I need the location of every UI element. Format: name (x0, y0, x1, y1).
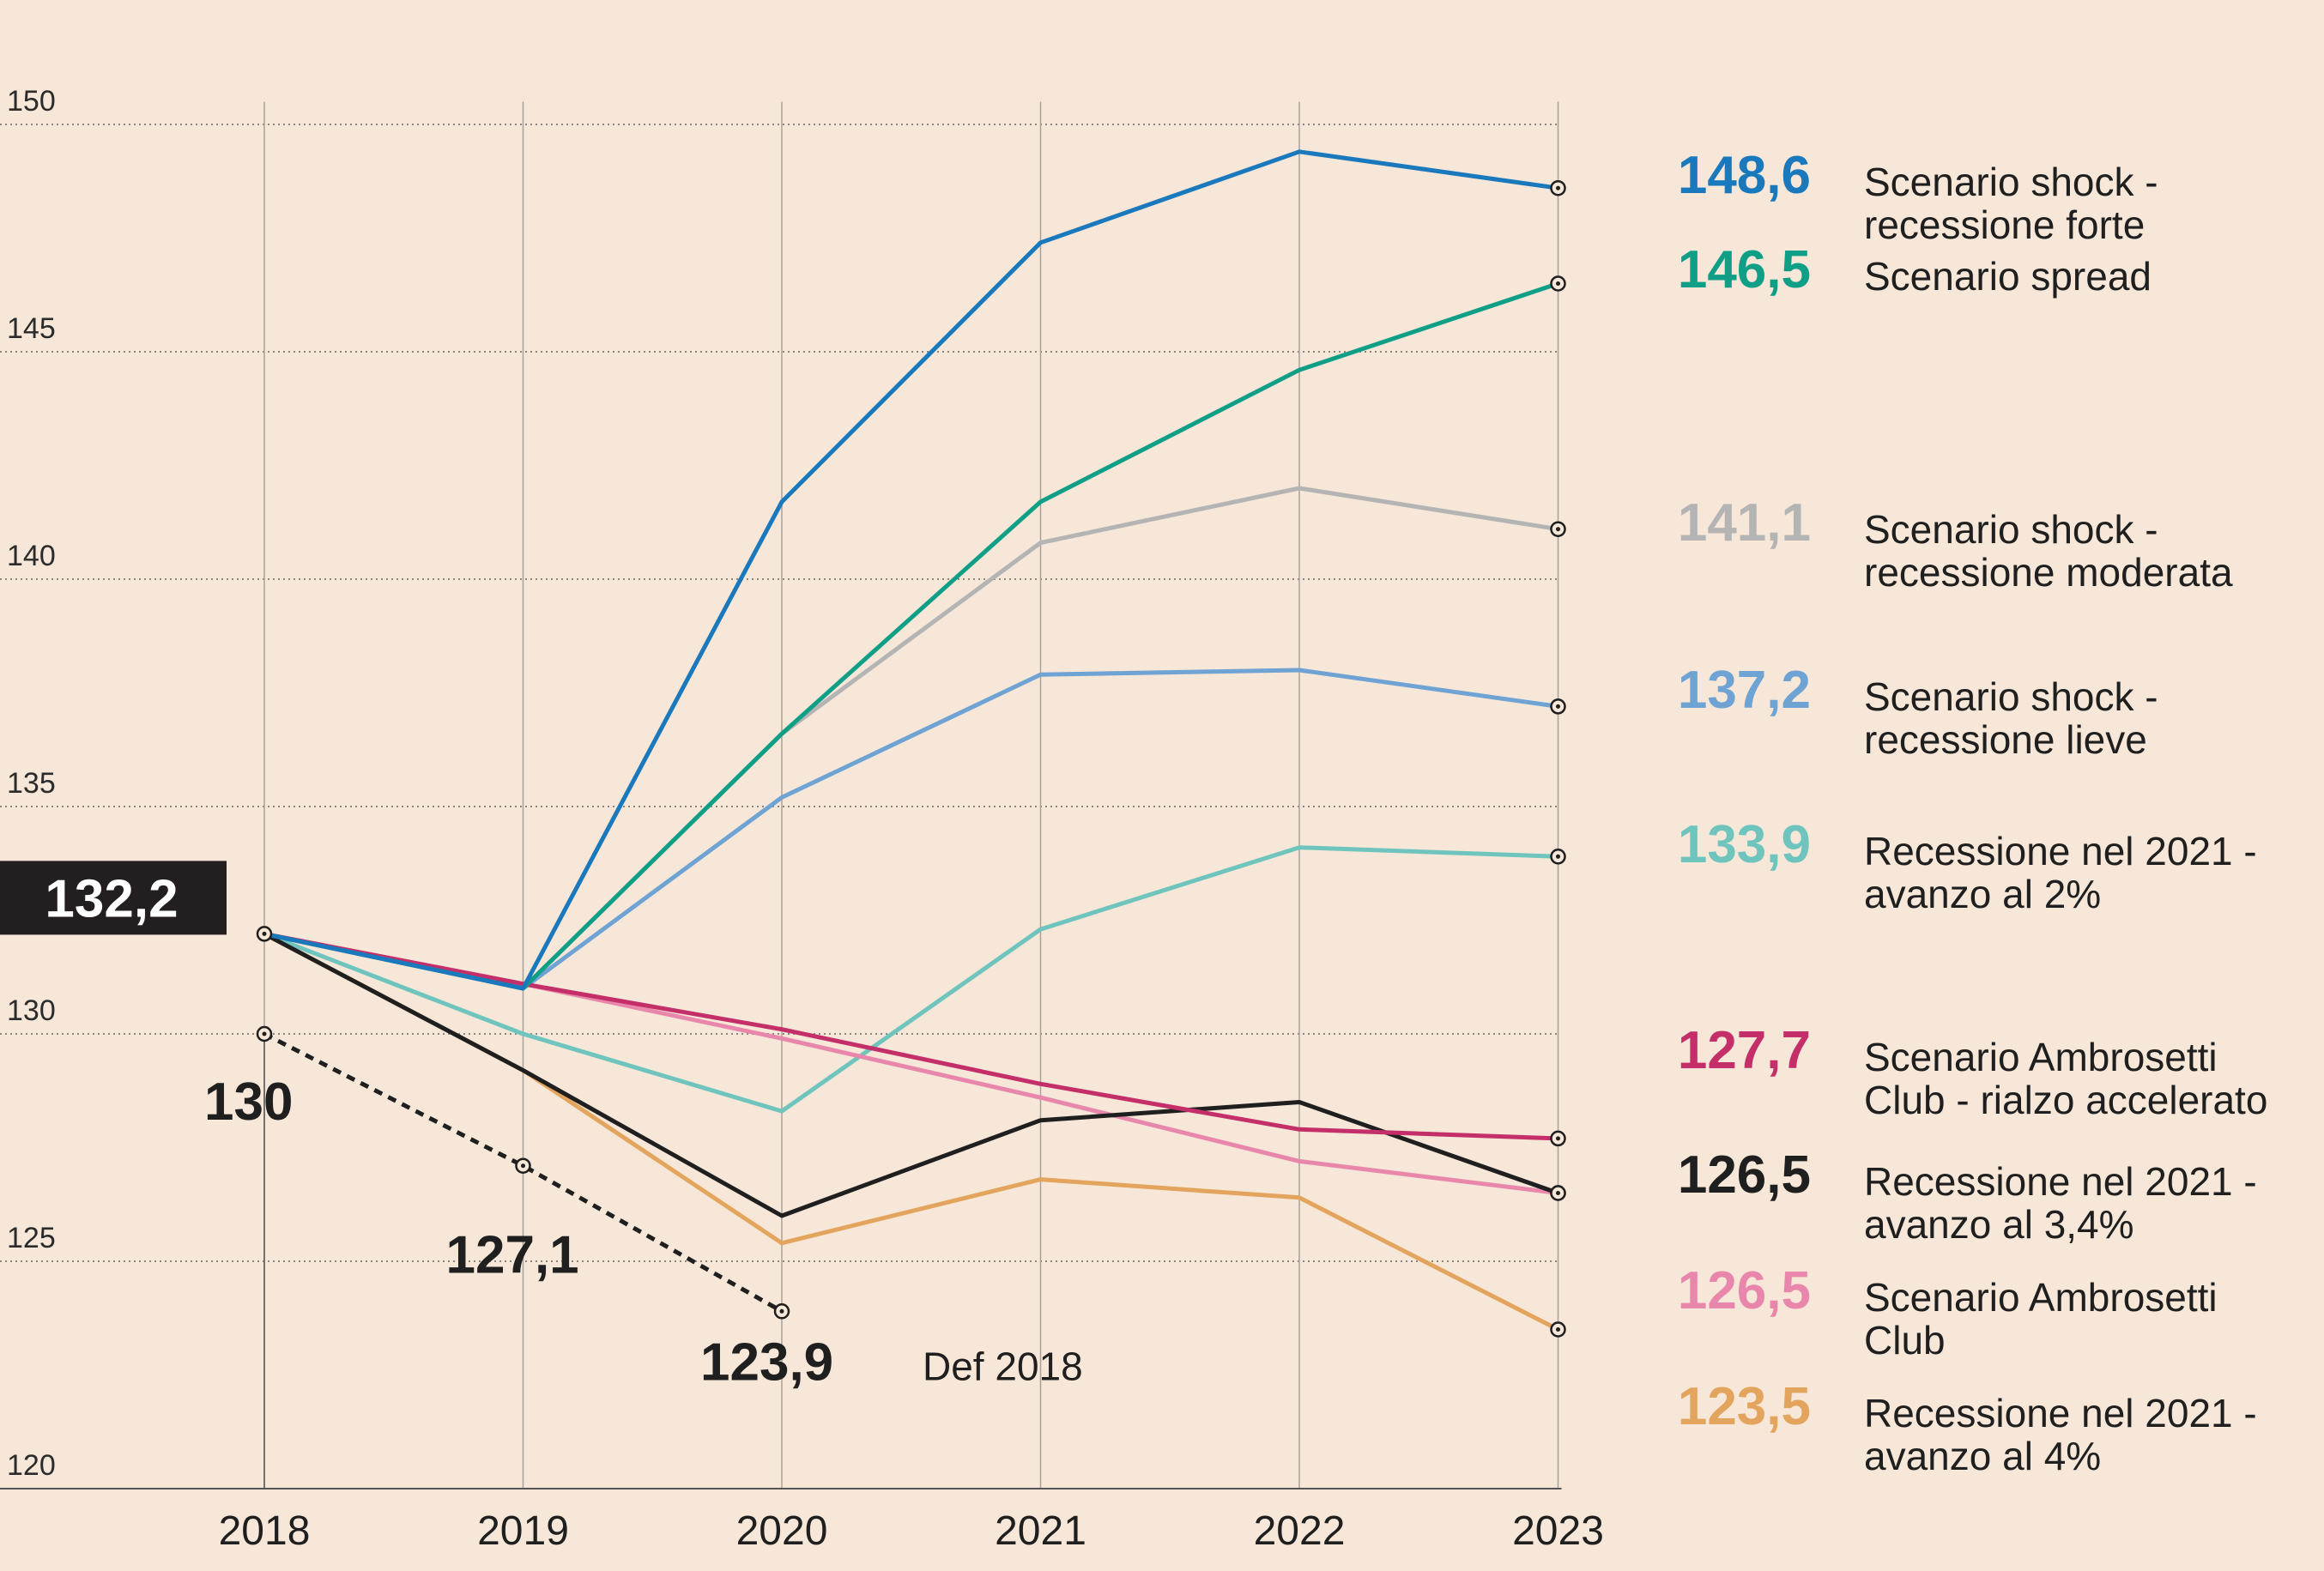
y-axis-ticks: 150 145 140 135 130 125 120 (7, 85, 56, 1482)
x-tick-label: 2023 (1512, 1508, 1604, 1554)
legend-value: 141,1 (1678, 493, 1811, 553)
x-axis-ticks: 2018 2019 2020 2021 2022 2023 (219, 1508, 1604, 1554)
legend-series-name: recessione lieve (1864, 717, 2147, 762)
y-tick-label: 125 (7, 1222, 56, 1254)
x-tick-label: 2020 (736, 1508, 828, 1554)
legend-series-name: Recessione nel 2021 - (1864, 1159, 2257, 1204)
point-marker (1550, 275, 1566, 292)
point-marker (1550, 698, 1566, 715)
y-tick-label: 150 (7, 85, 56, 118)
series-line (263, 932, 1559, 1218)
x-tick-label: 2018 (219, 1508, 311, 1554)
x-tick-label: 2019 (477, 1508, 569, 1554)
def-2018-label: Def 2018 (923, 1344, 1083, 1388)
def-point-label: 130 (204, 1073, 293, 1132)
legend-series-name: recessione moderata (1864, 550, 2233, 595)
legend-series-name: Scenario shock - (1864, 160, 2158, 204)
gridlines (0, 124, 1558, 1262)
legend-series-name: Recessione nel 2021 - (1864, 1391, 2257, 1435)
legend: 148,6 Scenario shock -recessione forte146… (1678, 146, 2268, 1478)
series-line (263, 845, 1558, 1114)
point-marker (1550, 849, 1566, 865)
y-tick-label: 145 (7, 312, 56, 345)
point-marker (256, 1025, 273, 1042)
end-markers (256, 179, 1566, 1338)
series-line (263, 149, 1558, 991)
point-marker (1550, 179, 1566, 196)
legend-value: 123,5 (1678, 1377, 1811, 1436)
y-tick-label: 120 (7, 1449, 56, 1482)
legend-series-name: avanzo al 3,4% (1864, 1202, 2134, 1247)
legend-value: 126,5 (1678, 1145, 1811, 1205)
legend-series-name: Scenario spread (1864, 254, 2152, 299)
legend-value: 148,6 (1678, 146, 1811, 205)
start-value-label: 132,2 (45, 869, 178, 928)
legend-series-name: Scenario Ambrosetti (1864, 1035, 2218, 1079)
x-tick-label: 2021 (995, 1508, 1086, 1554)
legend-value: 126,5 (1678, 1261, 1811, 1320)
legend-series-name: recessione forte (1864, 202, 2145, 247)
point-marker (1550, 521, 1566, 537)
legend-series-name: Club - rialzo accelerato (1864, 1078, 2267, 1122)
def-2018-series: 130 127,1 123,9 Def 2018 (204, 1025, 1083, 1489)
point-marker (773, 1303, 790, 1320)
legend-series-name: Scenario Ambrosetti (1864, 1275, 2218, 1320)
legend-series-name: avanzo al 4% (1864, 1434, 2101, 1478)
legend-series-name: Scenario shock - (1864, 674, 2158, 719)
def-2018-line (263, 1031, 784, 1314)
legend-value: 127,7 (1678, 1021, 1811, 1080)
y-tick-label: 135 (7, 767, 56, 800)
legend-value: 133,9 (1678, 815, 1811, 874)
legend-series-name: Recessione nel 2021 - (1864, 829, 2257, 873)
y-tick-label: 140 (7, 540, 56, 572)
legend-value: 137,2 (1678, 661, 1811, 720)
legend-series-name: Scenario shock - (1864, 507, 2158, 552)
series-line (263, 931, 1558, 1141)
def-point-label: 123,9 (700, 1332, 833, 1392)
legend-value: 146,5 (1678, 240, 1811, 299)
series-lines (263, 149, 1559, 1332)
point-marker (1550, 1185, 1566, 1201)
y-tick-label: 130 (7, 994, 56, 1027)
legend-series-name: avanzo al 2% (1864, 872, 2101, 916)
point-marker (1550, 1321, 1566, 1338)
x-tick-label: 2022 (1254, 1508, 1346, 1554)
point-marker (515, 1157, 531, 1174)
series-line (263, 668, 1558, 991)
start-value-badge: 132,2 (0, 861, 227, 935)
legend-series-name: Club (1864, 1318, 1946, 1363)
def-point-label: 127,1 (446, 1226, 579, 1285)
point-marker (256, 926, 273, 942)
point-marker (1550, 1130, 1566, 1147)
